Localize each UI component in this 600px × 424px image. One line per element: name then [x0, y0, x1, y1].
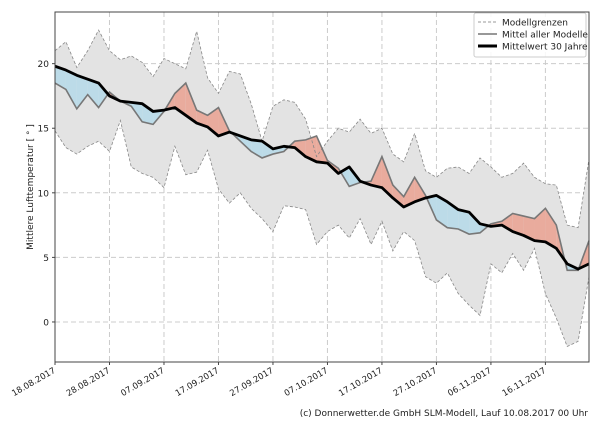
- x-tick-label: 06.11.2017: [446, 366, 493, 399]
- x-tick-label: 27.10.2017: [392, 366, 439, 399]
- x-tick-label: 18.08.2017: [10, 366, 57, 399]
- below-normal-fill: [262, 141, 273, 158]
- above-normal-fill: [501, 213, 513, 232]
- lower-bound-line: [54, 119, 590, 348]
- y-tick-label: 10: [38, 189, 50, 199]
- legend-label-30yr-mean: Mittelwert 30 Jahre: [502, 43, 588, 53]
- model-range-band: [55, 30, 589, 347]
- above-normal-fill: [512, 213, 524, 236]
- below-normal-fill: [251, 139, 263, 158]
- plot-frame: [54, 11, 590, 363]
- above-normal-fill: [392, 185, 404, 208]
- legend-label-model-range: Modellgrenzen: [502, 19, 568, 29]
- below-normal-fill: [65, 70, 77, 109]
- x-tick-label: 07.09.2017: [119, 366, 166, 399]
- above-normal-fill: [414, 177, 426, 202]
- above-normal-fill: [523, 216, 535, 241]
- x-tick-label: 27.09.2017: [228, 366, 275, 399]
- x-axis: 18.08.2017 28.08.2017 07.09.2017 17.09.2017…: [10, 362, 548, 399]
- above-normal-fill: [403, 177, 415, 208]
- model-mean-line: [54, 81, 590, 272]
- below-normal-fill: [469, 212, 481, 235]
- x-tick-label: 17.10.2017: [337, 366, 384, 399]
- y-axis-label: Mittlere Lufttemperatur [ ° ]: [26, 124, 36, 250]
- x-tick-label: 28.08.2017: [65, 366, 112, 399]
- legend-box: [473, 12, 587, 58]
- x-tick-label: 07.10.2017: [283, 366, 330, 399]
- above-normal-fill: [545, 208, 557, 249]
- below-normal-fill: [55, 66, 66, 90]
- below-normal-fill: [436, 195, 448, 228]
- mean-30yr-line: [54, 64, 590, 271]
- below-normal-fill: [142, 103, 154, 125]
- below-normal-fill: [458, 209, 470, 235]
- x-tick-label: 16.11.2017: [501, 366, 548, 399]
- legend-label-model-mean: Mittel aller Modelle: [502, 31, 588, 41]
- x-tick-label: 17.09.2017: [174, 366, 221, 399]
- legend: Modellgrenzen Mittel aller Modelle Mitte…: [473, 12, 588, 58]
- above-normal-fill: [294, 139, 306, 157]
- above-normal-fill: [305, 135, 317, 162]
- y-axis: 0 5 10 15 20: [38, 60, 55, 328]
- y-tick-label: 5: [43, 254, 49, 264]
- y-tick-label: 20: [38, 60, 50, 70]
- y-tick-label: 15: [38, 125, 49, 135]
- y-tick-label: 0: [43, 318, 49, 328]
- footer-credit: (c) Donnerwetter.de GmbH SLM-Modell, Lau…: [300, 409, 589, 419]
- above-normal-fill: [381, 156, 393, 198]
- below-normal-fill: [87, 79, 99, 108]
- model-range-fill: [55, 30, 589, 347]
- below-normal-fill: [98, 83, 109, 108]
- series-lines: [54, 29, 590, 348]
- above-normal-fill: [185, 83, 197, 124]
- below-normal-fill: [76, 75, 88, 109]
